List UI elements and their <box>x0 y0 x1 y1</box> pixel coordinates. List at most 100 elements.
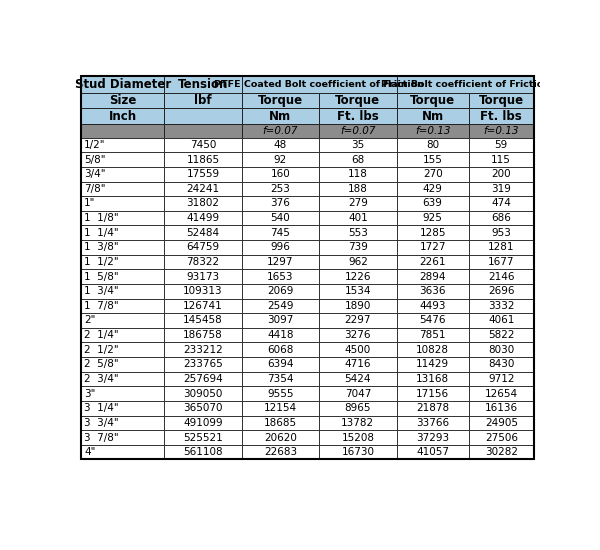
Bar <box>242 182 319 196</box>
Bar <box>397 76 534 93</box>
Bar <box>164 240 242 255</box>
Bar <box>164 196 242 211</box>
Bar <box>319 357 397 372</box>
Bar <box>164 138 242 152</box>
Bar <box>164 445 242 459</box>
Bar <box>319 167 397 182</box>
Text: 1727: 1727 <box>419 243 446 252</box>
Bar <box>81 167 164 182</box>
Bar <box>397 299 469 313</box>
Bar <box>164 93 242 108</box>
Text: 7047: 7047 <box>344 389 371 399</box>
Text: 5476: 5476 <box>419 316 446 326</box>
Text: 1653: 1653 <box>267 272 293 282</box>
Bar <box>81 430 164 445</box>
Bar <box>242 108 319 124</box>
Text: 319: 319 <box>491 184 511 194</box>
Bar <box>81 386 164 401</box>
Text: 4418: 4418 <box>267 330 293 340</box>
Text: 639: 639 <box>423 199 443 208</box>
Bar <box>397 430 469 445</box>
Text: 1  3/8": 1 3/8" <box>84 243 119 252</box>
Text: 188: 188 <box>348 184 368 194</box>
Bar <box>81 343 164 357</box>
Text: Ft. lbs: Ft. lbs <box>337 109 379 123</box>
Text: Nm: Nm <box>269 109 292 123</box>
Text: 41057: 41057 <box>416 447 449 457</box>
Bar <box>397 124 469 138</box>
Text: 2": 2" <box>84 316 95 326</box>
Text: 92: 92 <box>274 155 287 164</box>
Bar <box>164 226 242 240</box>
Bar <box>319 124 397 138</box>
Text: 1677: 1677 <box>488 257 515 267</box>
Bar <box>319 211 397 226</box>
Bar <box>164 386 242 401</box>
Text: 5822: 5822 <box>488 330 515 340</box>
Text: 186758: 186758 <box>183 330 223 340</box>
Text: 4716: 4716 <box>344 359 371 370</box>
Bar <box>81 196 164 211</box>
Text: 1/2": 1/2" <box>84 140 106 150</box>
Bar <box>397 284 469 299</box>
Bar <box>242 313 319 328</box>
Text: Torque: Torque <box>258 94 303 107</box>
Text: 491099: 491099 <box>183 418 223 428</box>
Text: 2549: 2549 <box>267 301 293 311</box>
Bar <box>469 284 534 299</box>
Bar <box>242 445 319 459</box>
Text: 2  1/2": 2 1/2" <box>84 345 119 355</box>
Bar <box>242 372 319 386</box>
Bar <box>319 93 397 108</box>
Text: 27506: 27506 <box>485 432 518 443</box>
Bar <box>397 270 469 284</box>
Bar <box>81 138 164 152</box>
Text: 30282: 30282 <box>485 447 518 457</box>
Text: 7450: 7450 <box>190 140 216 150</box>
Bar <box>319 284 397 299</box>
Text: 2696: 2696 <box>488 286 515 296</box>
Bar <box>164 108 242 124</box>
Text: 401: 401 <box>348 213 368 223</box>
Text: 1  1/4": 1 1/4" <box>84 228 119 238</box>
Bar <box>397 152 469 167</box>
Text: 6394: 6394 <box>267 359 293 370</box>
Bar <box>469 255 534 270</box>
Bar <box>81 226 164 240</box>
Text: Inch: Inch <box>109 109 137 123</box>
Text: 10828: 10828 <box>416 345 449 355</box>
Bar <box>242 255 319 270</box>
Bar <box>164 270 242 284</box>
Text: 2297: 2297 <box>344 316 371 326</box>
Text: 21878: 21878 <box>416 403 449 413</box>
Text: 1297: 1297 <box>267 257 293 267</box>
Text: 1534: 1534 <box>344 286 371 296</box>
Bar <box>242 284 319 299</box>
Bar <box>242 357 319 372</box>
Bar <box>469 108 534 124</box>
Bar <box>319 343 397 357</box>
Bar <box>81 328 164 343</box>
Text: 17156: 17156 <box>416 389 449 399</box>
Bar <box>81 445 164 459</box>
Text: 17559: 17559 <box>187 169 220 179</box>
Bar <box>81 401 164 416</box>
Text: 233765: 233765 <box>183 359 223 370</box>
Text: Stud Diameter: Stud Diameter <box>74 78 171 91</box>
Text: Size: Size <box>109 94 136 107</box>
Bar <box>164 430 242 445</box>
Text: 5/8": 5/8" <box>84 155 106 164</box>
Bar <box>242 270 319 284</box>
Bar <box>469 343 534 357</box>
Text: Torque: Torque <box>410 94 455 107</box>
Bar <box>469 445 534 459</box>
Bar <box>164 401 242 416</box>
Bar <box>397 93 469 108</box>
Text: 15208: 15208 <box>341 432 374 443</box>
Bar <box>242 93 319 108</box>
Text: 78322: 78322 <box>187 257 220 267</box>
Bar <box>469 182 534 196</box>
Bar <box>319 240 397 255</box>
Bar <box>81 255 164 270</box>
Text: 80: 80 <box>426 140 439 150</box>
